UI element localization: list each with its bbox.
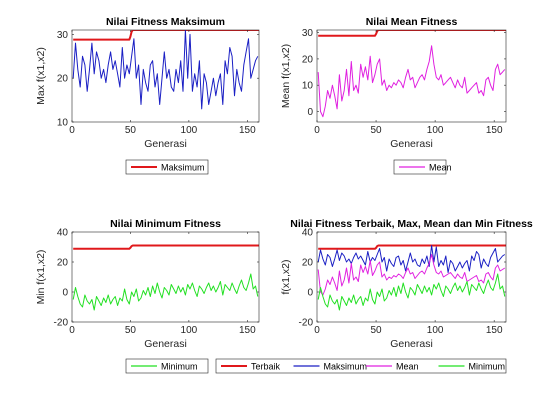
x-tick-label: 50 xyxy=(125,325,137,336)
y-tick-label: 40 xyxy=(57,228,69,239)
series-group xyxy=(317,30,506,118)
plot-area xyxy=(72,232,259,322)
series-line-mean xyxy=(317,45,506,118)
y-axis-label: Max f(x1,x2) xyxy=(35,47,47,105)
x-tick-label: 100 xyxy=(427,125,444,136)
series-line-terbaik xyxy=(318,244,506,250)
series-line-maksimum xyxy=(73,244,259,250)
y-tick-label: 20 xyxy=(302,258,314,269)
legend: Mean xyxy=(393,159,452,175)
x-axis-label: Generasi xyxy=(144,138,187,150)
legend: Maksimum xyxy=(125,159,209,175)
y-tick-label: 20 xyxy=(302,54,314,65)
axes-box xyxy=(71,231,260,323)
x-tick-label: 150 xyxy=(239,325,256,336)
series-line-maksimum xyxy=(73,30,259,41)
legend-label: Minimum xyxy=(469,362,506,372)
y-axis-label: f(x1,x2) xyxy=(280,259,292,294)
y-axis-label: Min f(x1,x2) xyxy=(35,250,47,305)
x-tick-label: 100 xyxy=(181,325,198,336)
chart-panel-1: 0 50 100 150 10 20 30 Nilai Fitness Maksimum Gen… xyxy=(35,16,260,175)
legend: Terbaik Maksimum Mean Minimum xyxy=(215,358,507,374)
plot-area xyxy=(72,30,259,122)
series-line-minimum xyxy=(72,273,259,311)
legend-box xyxy=(125,358,209,374)
legend-label: Mean xyxy=(396,362,419,372)
legend-label: Mean xyxy=(429,163,452,173)
x-tick-label: 0 xyxy=(69,125,75,136)
series-line-mean xyxy=(317,254,506,296)
y-tick-label: -20 xyxy=(54,318,69,329)
plot-area xyxy=(317,30,506,122)
y-tick-label: -20 xyxy=(299,318,314,329)
y-tick-label: 30 xyxy=(57,30,69,41)
y-tick-label: 10 xyxy=(302,81,314,92)
y-tick-label: 20 xyxy=(57,258,69,269)
y-tick-label: 30 xyxy=(302,28,314,39)
chart-title: Nilai Mean Fitness xyxy=(366,16,458,28)
x-axis-label: Generasi xyxy=(390,138,433,150)
y-tick-label: 0 xyxy=(307,288,313,299)
x-axis-label: Generasi xyxy=(144,338,187,350)
series-group xyxy=(72,244,259,311)
legend-label: Maksimum xyxy=(324,362,368,372)
chart-panel-2: 0 50 100 150 0 10 20 30 Nilai Mean Fitness Genera… xyxy=(280,16,507,175)
series-line-maksimum xyxy=(317,245,506,273)
x-tick-label: 100 xyxy=(181,125,198,136)
y-tick-label: 0 xyxy=(62,288,68,299)
x-tick-label: 150 xyxy=(239,125,256,136)
axes-box xyxy=(71,29,260,123)
legend-label: Minimum xyxy=(161,362,198,372)
x-tick-label: 150 xyxy=(486,125,503,136)
y-axis-label: Mean f(x1,x2) xyxy=(280,44,292,108)
x-tick-label: 0 xyxy=(314,325,320,336)
x-tick-label: 150 xyxy=(486,325,503,336)
legend-box xyxy=(125,159,209,175)
y-tick-label: 0 xyxy=(307,107,313,118)
x-tick-label: 50 xyxy=(371,325,383,336)
legend-label: Maksimum xyxy=(161,163,205,173)
legend-box xyxy=(215,358,507,374)
series-line-maksimum xyxy=(318,30,506,37)
chart-title: Nilai Fitness Terbaik, Max, Mean dan Min… xyxy=(290,218,533,230)
axes-box xyxy=(316,231,507,323)
chart-title: Nilai Minimum Fitness xyxy=(110,218,221,230)
y-tick-label: 40 xyxy=(302,228,314,239)
x-tick-label: 0 xyxy=(69,325,75,336)
x-axis-label: Generasi xyxy=(390,338,433,350)
series-line-minimum xyxy=(317,273,506,311)
legend-label: Terbaik xyxy=(251,362,281,372)
series-group xyxy=(72,30,259,110)
series-line-series-2 xyxy=(72,30,259,110)
y-tick-label: 20 xyxy=(57,74,69,85)
series-group xyxy=(317,244,506,311)
x-tick-label: 100 xyxy=(427,325,444,336)
chart-title: Nilai Fitness Maksimum xyxy=(106,16,225,28)
legend: Minimum xyxy=(125,358,209,374)
y-tick-label: 10 xyxy=(57,118,69,129)
x-tick-label: 50 xyxy=(125,125,137,136)
axes-box xyxy=(316,29,507,123)
x-tick-label: 50 xyxy=(371,125,383,136)
x-tick-label: 0 xyxy=(314,125,320,136)
